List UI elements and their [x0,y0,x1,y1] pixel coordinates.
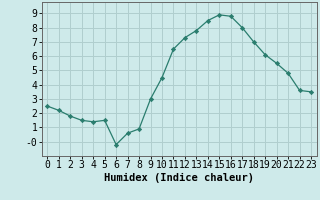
X-axis label: Humidex (Indice chaleur): Humidex (Indice chaleur) [104,173,254,183]
